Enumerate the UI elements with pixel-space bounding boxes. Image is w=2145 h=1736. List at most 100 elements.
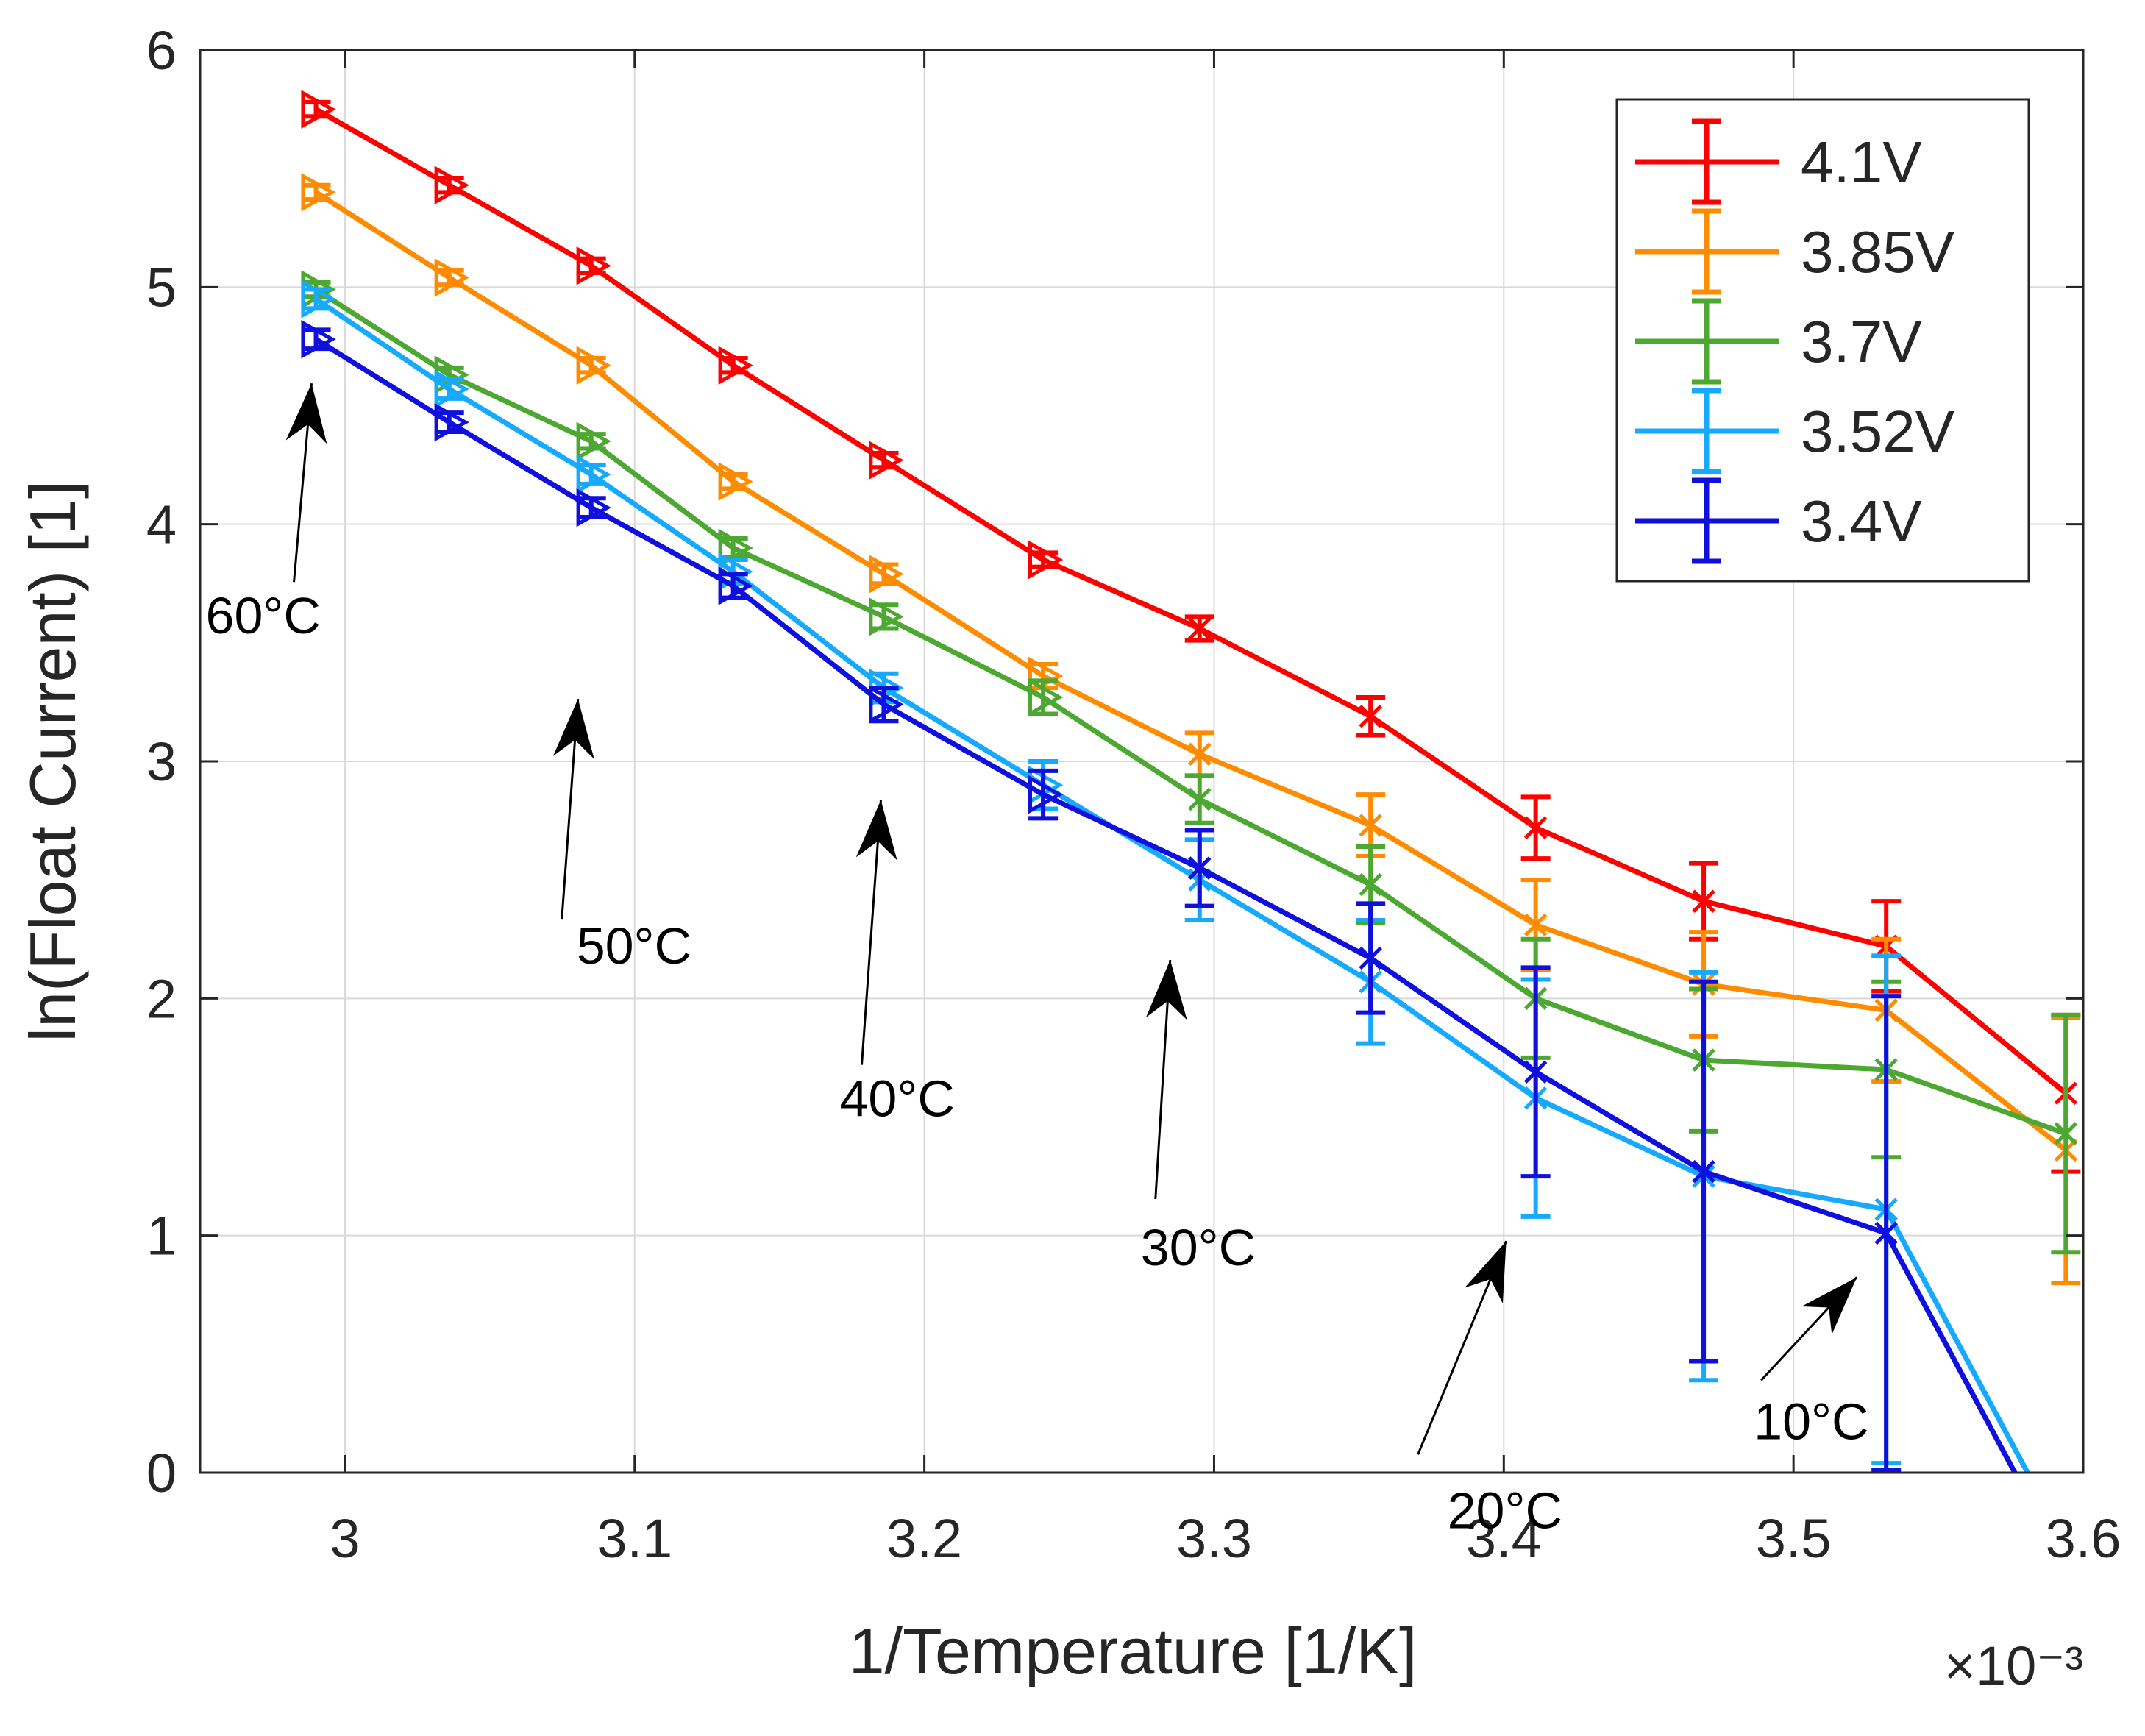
- marker-3.85V-3: [718, 462, 753, 501]
- marker-3.4V-1: [434, 402, 469, 442]
- marker-3.85V-0: [301, 173, 336, 212]
- annotation-arrow-head-2: [855, 800, 897, 861]
- series-line-4.1V: [314, 107, 2068, 1095]
- marker-3.4V-10: [1874, 1221, 1898, 1245]
- annotation-arrow-head-0: [285, 383, 327, 444]
- annotation-label-3: 30°C: [1141, 1219, 1256, 1276]
- y-tick-label-5: 5: [146, 257, 177, 318]
- marker-3.85V-2: [576, 346, 611, 385]
- marker-3.4V-6: [1188, 856, 1212, 880]
- marker-3.52V-0: [301, 280, 336, 319]
- marker-3.4V-8: [1523, 1060, 1548, 1084]
- annotation-label-0: 60°C: [206, 587, 321, 644]
- x-axis-exponent: ×10⁻³: [1944, 1635, 2083, 1696]
- legend-label-4.1V: 4.1V: [1801, 129, 1922, 195]
- series-3.85V: [301, 173, 2081, 1286]
- series-3.4V: [301, 319, 2018, 1473]
- legend: 4.1V 3.85V 3.7V 3.52V 3.4V: [1615, 98, 2030, 583]
- ticks: 3 3.1 3.2 3.3 3.4 3.5 3.6 0 1 2 3 4 5 6: [146, 20, 2121, 1569]
- y-tick-label-3: 3: [146, 731, 177, 792]
- marker-3.7V-6-b: [1188, 787, 1212, 811]
- x-tick-label-4: 3.4: [1466, 1508, 1542, 1569]
- series-line-3.7V: [314, 287, 2067, 1136]
- marker-4.1V-9-b: [1692, 889, 1715, 913]
- y-tick-label-2: 2: [146, 968, 177, 1029]
- marker-3.4V-9: [1692, 1159, 1715, 1184]
- x-tick-label-5: 3.5: [1756, 1508, 1832, 1569]
- marker-3.52V-2: [576, 455, 611, 494]
- legend-entry-4.1V: 4.1V: [1635, 118, 1922, 205]
- annotation-label-4: 20°C: [1448, 1481, 1562, 1539]
- marker-4.1V-6: [1188, 616, 1212, 641]
- marker-3.7V-2: [576, 421, 611, 461]
- marker-3.7V-7-b: [1359, 872, 1382, 897]
- series-layer: [301, 90, 2081, 1473]
- marker-3.4V-9-b: [1692, 1159, 1715, 1184]
- x-tick-label-0: 3: [330, 1508, 360, 1569]
- y-tick-label-4: 4: [146, 494, 177, 555]
- marker-3.7V-7: [1359, 872, 1382, 897]
- y-tick-label-1: 1: [146, 1206, 177, 1267]
- annotation-arrow-head-4: [1465, 1241, 1507, 1303]
- marker-3.7V-3: [718, 528, 753, 568]
- annotations: 60°C 50°C 40°C 30°C 20°C 10°C: [206, 383, 1869, 1539]
- y-axis-title: ln(Float Current) [1]: [16, 481, 89, 1042]
- legend-label-3.52V: 3.52V: [1801, 399, 1955, 464]
- marker-3.85V-1: [434, 258, 469, 297]
- marker-3.52V-1: [434, 369, 469, 409]
- legend-entry-3.4V: 3.4V: [1635, 477, 1922, 564]
- legend-entry-3.52V: 3.52V: [1635, 388, 1955, 474]
- marker-3.4V-3: [718, 566, 753, 605]
- annotation-label-5: 10°C: [1754, 1392, 1868, 1450]
- marker-4.1V-8-b: [1523, 816, 1548, 840]
- x-axis-title: 1/Temperature [1/K]: [849, 1615, 1417, 1687]
- marker-4.1V-8: [1523, 816, 1548, 840]
- annotation-arrow-line-2: [860, 800, 882, 1065]
- series-line-3.4V: [314, 337, 2018, 1473]
- y-tick-label-0: 0: [146, 1442, 177, 1504]
- annotation-4: 20°C: [1417, 1240, 1562, 1539]
- marker-4.1V-3: [718, 346, 753, 385]
- marker-3.85V-7: [1359, 814, 1382, 837]
- x-tick-label-1: 3.1: [597, 1508, 672, 1569]
- x-tick-label-2: 3.2: [886, 1508, 962, 1569]
- marker-3.4V-5: [1028, 775, 1064, 814]
- marker-4.1V-0: [301, 90, 336, 129]
- marker-4.1V-5: [1028, 540, 1064, 580]
- marker-3.7V-4: [869, 597, 904, 636]
- marker-3.7V-5: [1028, 677, 1064, 717]
- marker-3.85V-6: [1188, 742, 1212, 766]
- x-tick-label-6: 3.6: [2046, 1508, 2121, 1569]
- x-tick-label-3: 3.3: [1176, 1508, 1252, 1569]
- marker-3.4V-6-b: [1188, 856, 1212, 880]
- marker-3.4V-10-b: [1874, 1221, 1898, 1245]
- annotation-arrow-head-5: [1801, 1277, 1857, 1335]
- marker-3.4V-7-b: [1359, 946, 1382, 970]
- annotation-label-1: 50°C: [577, 917, 691, 975]
- annotation-3: 30°C: [1141, 959, 1256, 1276]
- marker-3.85V-4: [869, 555, 904, 594]
- y-tick-label-6: 6: [146, 20, 177, 81]
- marker-3.4V-8-b: [1523, 1060, 1548, 1084]
- marker-4.1V-2: [576, 246, 611, 285]
- legend-entry-3.7V: 3.7V: [1635, 298, 1922, 385]
- marker-3.85V-6-b: [1188, 742, 1212, 766]
- annotation-arrow-head-3: [1145, 960, 1187, 1020]
- annotation-0: 60°C: [206, 383, 327, 644]
- marker-3.85V-7-b: [1359, 814, 1382, 837]
- marker-4.1V-4: [869, 441, 904, 480]
- marker-4.1V-6-b: [1188, 616, 1212, 641]
- annotation-5: 10°C: [1754, 1276, 1869, 1450]
- marker-3.85V-8-b: [1523, 913, 1548, 937]
- legend-label-3.4V: 3.4V: [1801, 488, 1922, 554]
- marker-3.85V-8: [1523, 913, 1548, 937]
- marker-4.1V-7-b: [1359, 704, 1382, 728]
- marker-3.7V-6: [1188, 787, 1212, 811]
- marker-3.7V-11: [2054, 1122, 2078, 1145]
- legend-entry-3.85V: 3.85V: [1635, 208, 1955, 295]
- marker-4.1V-7: [1359, 704, 1382, 728]
- marker-3.4V-0: [301, 319, 336, 359]
- annotation-1: 50°C: [552, 698, 691, 975]
- marker-3.4V-2: [576, 488, 611, 527]
